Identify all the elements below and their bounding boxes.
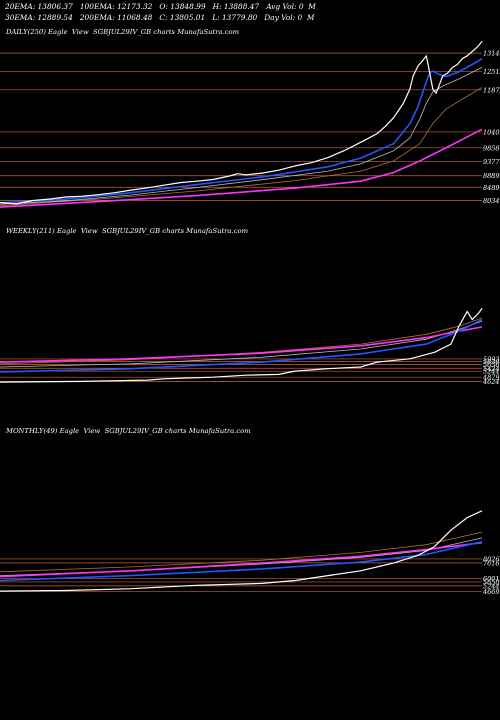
daily-level-label-7: 8489 <box>483 184 500 192</box>
monthly-level-label-3: 5650 <box>483 578 500 586</box>
weekly-ema-brown-line <box>0 317 483 365</box>
daily-level-label-6: 8889 <box>483 172 500 180</box>
weekly-level-label-6: 4624 <box>482 378 500 385</box>
weekly-price-line <box>0 307 483 383</box>
daily-level-label-4: 9858 <box>483 144 500 152</box>
monthly-ema-brown-line <box>0 531 483 573</box>
daily-level-label-5: 9377 <box>483 158 500 166</box>
monthly-price-line <box>0 510 483 592</box>
weekly-ema-magenta-line <box>0 326 483 363</box>
daily-price-line <box>0 41 483 205</box>
header-ema-line-2: 30EMA: 12889.54 200EMA: 11068.48 C: 1380… <box>5 13 315 22</box>
weekly-level-label-5: 4879 <box>482 374 500 382</box>
monthly-level-label-5: 4669 <box>482 588 500 595</box>
daily-panel-title: DAILY(250) Eagle View SGBJUL29IV_GB char… <box>6 28 240 36</box>
weekly-ema-gray-line <box>0 320 483 368</box>
daily-level-label-8: 8034 <box>483 197 500 205</box>
weekly-level-label-2: 5656 <box>483 361 500 369</box>
monthly-level-label-1: 7616 <box>483 559 500 567</box>
monthly-level-label-2: 6001 <box>483 575 500 583</box>
weekly-ema-blue-line <box>0 318 483 373</box>
daily-level-label-0: 13144 <box>483 50 500 58</box>
weekly-level-label-3: 5424 <box>483 365 500 373</box>
daily-level-label-2: 11872 <box>483 86 500 94</box>
daily-ema-gray-line <box>0 67 483 205</box>
monthly-ema-blue-line <box>0 541 483 582</box>
weekly-level-label-4: 5244 <box>483 368 500 376</box>
monthly-ema-magenta-line <box>0 541 483 578</box>
weekly-level-label-0: 5993 <box>483 355 500 363</box>
daily-level-label-1: 12513 <box>483 68 500 76</box>
header-ema-line-1: 20EMA: 13806.37 100EMA: 12173.32 O: 1384… <box>5 2 316 11</box>
daily-ema-blue-line <box>0 58 483 204</box>
monthly-level-label-4: 5244 <box>483 582 500 590</box>
monthly-panel-title: MONTHLY(49) Eagle View SGBJUL29IV_GB cha… <box>6 427 251 435</box>
monthly-level-label-0: 8026 <box>483 555 500 563</box>
daily-ema-magenta-line <box>0 128 483 208</box>
weekly-level-label-1: 5838 <box>483 358 500 366</box>
weekly-panel-title: WEEKLY(211) Eagle View SGBJUL29IV_GB cha… <box>6 227 249 235</box>
daily-ema-brown-line <box>0 87 483 207</box>
